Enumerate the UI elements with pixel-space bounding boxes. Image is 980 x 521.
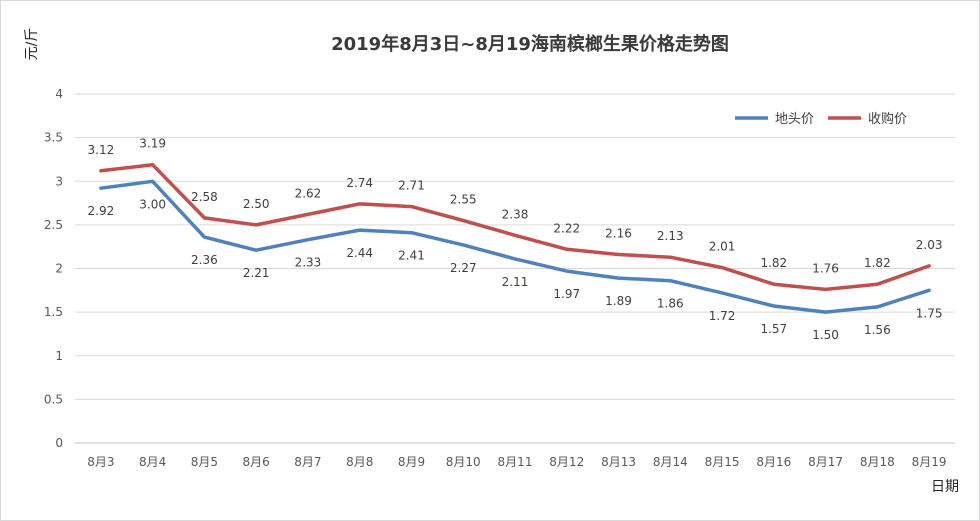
data-label: 2.11 xyxy=(502,275,529,289)
y-axis-title: 元/斤 xyxy=(24,28,40,61)
data-label: 2.33 xyxy=(295,256,322,270)
data-label: 2.01 xyxy=(709,240,736,254)
data-label: 2.27 xyxy=(450,261,477,275)
x-tick-label: 8月4 xyxy=(139,455,166,469)
data-label: 3.00 xyxy=(139,197,166,211)
x-tick-label: 8月11 xyxy=(498,455,533,469)
x-axis-title: 日期 xyxy=(931,479,959,495)
series-line-1 xyxy=(99,179,931,314)
x-tick-label: 8月18 xyxy=(860,455,895,469)
data-label: 2.36 xyxy=(191,253,218,267)
data-label: 1.82 xyxy=(760,256,787,270)
x-tick-label: 8月13 xyxy=(601,455,636,469)
data-label: 2.13 xyxy=(657,229,684,243)
x-tick-label: 8月10 xyxy=(446,455,481,469)
data-label: 3.12 xyxy=(88,143,115,157)
data-label: 2.22 xyxy=(553,221,580,235)
y-tick-label: 1 xyxy=(55,349,63,363)
series-lines xyxy=(99,162,931,314)
x-tick-label: 8月8 xyxy=(346,455,373,469)
x-tick-label: 8月12 xyxy=(549,455,584,469)
data-label: 2.03 xyxy=(916,238,943,252)
data-label: 2.44 xyxy=(346,246,373,260)
y-tick-label: 3 xyxy=(55,174,63,188)
legend-label: 地头价 xyxy=(775,112,814,127)
x-axis-ticks: 8月3 8月4 8月5 8月6 8月7 8月8 8月9 8月10 8月11 8月12 8月13 8月1… xyxy=(87,455,946,469)
x-tick-label: 8月5 xyxy=(191,455,218,469)
data-label: 1.97 xyxy=(553,287,580,301)
x-tick-label: 8月3 xyxy=(87,455,114,469)
x-tick-label: 8月16 xyxy=(756,455,791,469)
x-tick-label: 8月14 xyxy=(653,455,688,469)
data-label: 2.50 xyxy=(243,197,270,211)
data-label: 1.76 xyxy=(812,261,839,275)
data-label: 2.38 xyxy=(502,207,529,221)
y-tick-label: 0 xyxy=(55,436,63,450)
x-tick-label: 8月9 xyxy=(398,455,425,469)
data-label: 1.86 xyxy=(657,297,684,311)
data-label: 3.19 xyxy=(139,137,166,151)
legend: 地头价 收购价 xyxy=(735,111,907,127)
data-label: 2.21 xyxy=(243,266,270,280)
data-label: 2.92 xyxy=(88,204,115,218)
x-tick-label: 8月7 xyxy=(294,455,321,469)
data-label: 2.62 xyxy=(295,186,322,200)
y-tick-label: 3.5 xyxy=(44,131,63,145)
x-tick-label: 8月15 xyxy=(705,455,740,469)
y-tick-label: 0.5 xyxy=(44,392,63,406)
data-label: 1.56 xyxy=(864,323,891,337)
gridlines xyxy=(75,93,955,444)
y-tick-label: 2 xyxy=(55,262,63,276)
series-line-2 xyxy=(99,162,931,292)
data-label: 2.58 xyxy=(191,190,218,204)
data-label: 1.75 xyxy=(916,306,943,320)
legend-label: 收购价 xyxy=(868,111,907,127)
y-tick-label: 1.5 xyxy=(44,305,63,319)
data-label: 2.16 xyxy=(605,227,632,241)
y-axis-ticks: 0 0.5 1 1.5 2 2.5 3 3.5 4 xyxy=(44,87,63,450)
data-labels: 2.92 3.00 2.36 2.21 2.33 2.44 2.41 2.27 2.11 1.97… xyxy=(88,137,943,342)
data-label: 1.89 xyxy=(605,294,632,308)
chart-title: 2019年8月3日~8月19海南槟榔生果价格走势图 xyxy=(331,33,729,55)
data-label: 1.57 xyxy=(760,322,787,336)
data-label: 2.55 xyxy=(450,193,477,207)
data-label: 2.71 xyxy=(398,179,425,193)
y-tick-label: 2.5 xyxy=(44,218,63,232)
data-label: 1.82 xyxy=(864,256,891,270)
x-tick-label: 8月6 xyxy=(243,455,270,469)
data-label: 1.72 xyxy=(709,309,736,323)
data-label: 2.74 xyxy=(346,176,373,190)
x-tick-label: 8月17 xyxy=(808,455,843,469)
data-label: 1.50 xyxy=(812,328,839,342)
x-tick-label: 8月19 xyxy=(912,455,947,469)
y-tick-label: 4 xyxy=(55,87,63,101)
data-label: 2.41 xyxy=(398,249,425,263)
